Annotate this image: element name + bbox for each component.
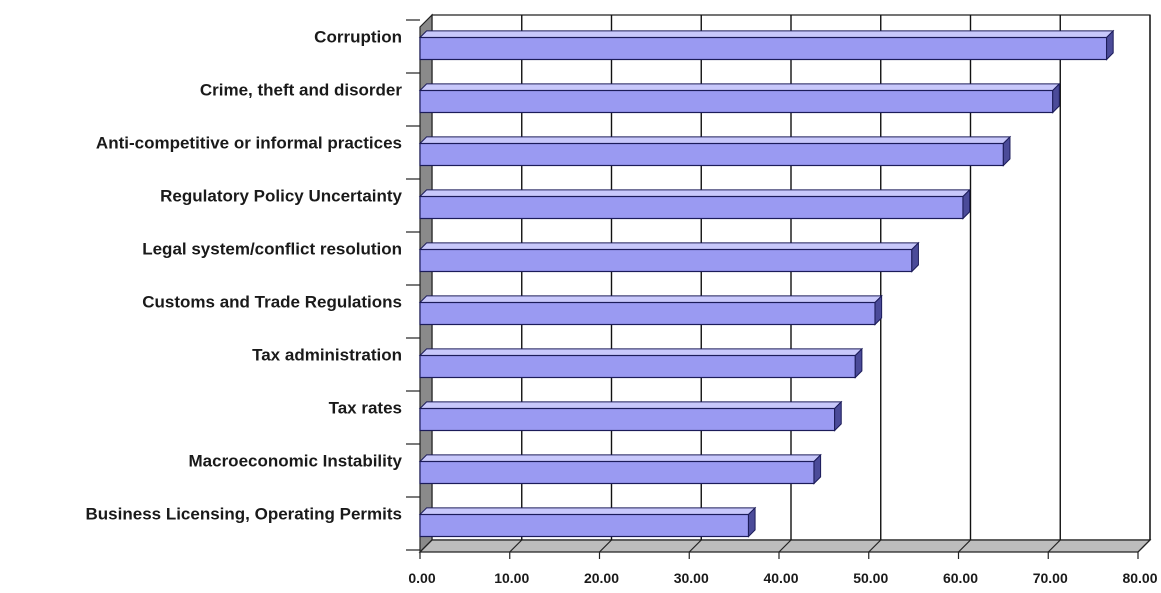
category-label: Legal system/conflict resolution <box>142 240 402 259</box>
x-tick-label: 20.00 <box>584 570 619 586</box>
x-tick-label: 70.00 <box>1033 570 1068 586</box>
x-tick-label: 80.00 <box>1122 570 1157 586</box>
floor-gridline <box>509 539 523 553</box>
bar-side-face <box>962 188 971 220</box>
bar-front-face <box>419 195 964 220</box>
bar-side-face <box>1106 29 1114 61</box>
bar-front-face <box>419 460 815 485</box>
bar-front-face <box>419 142 1004 167</box>
bar-front-face <box>419 407 836 432</box>
category-label: Business Licensing, Operating Permits <box>86 505 402 524</box>
floor-gridline <box>1137 539 1151 553</box>
bar-side-face <box>1002 135 1011 167</box>
bar-side-face <box>747 506 756 538</box>
bar-top-face <box>418 507 757 515</box>
x-tick-label: 30.00 <box>674 570 709 586</box>
bar <box>418 453 822 485</box>
bar <box>418 294 883 326</box>
bar-top-face <box>418 136 1012 144</box>
bar-front-face <box>419 89 1054 114</box>
bar-side-face <box>813 453 822 485</box>
bar <box>418 29 1115 61</box>
floor-gridline <box>778 539 792 553</box>
bar-front-face <box>419 301 876 326</box>
bar <box>418 135 1012 167</box>
bar-front-face <box>419 248 913 273</box>
category-label: Customs and Trade Regulations <box>142 293 402 312</box>
category-label: Crime, theft and disorder <box>200 81 403 100</box>
bar <box>418 241 920 273</box>
bar-side-face <box>911 241 919 273</box>
x-tick-label: 50.00 <box>853 570 888 586</box>
bar-front-face <box>419 513 750 538</box>
bar-top-face <box>418 295 883 303</box>
bar-top-face <box>418 401 843 409</box>
bar-side-face <box>834 400 842 432</box>
bar <box>418 506 757 538</box>
x-tick-label: 60.00 <box>943 570 978 586</box>
bar-top-face <box>418 189 971 197</box>
category-labels: Corruption Crime, theft and disorder Anti-… <box>86 28 403 524</box>
bar-side-face <box>854 347 863 379</box>
floor-gridline <box>868 539 882 553</box>
floor-gridline <box>958 539 971 553</box>
bar-side-face <box>1052 82 1060 114</box>
bar-top-face <box>418 242 920 250</box>
floor-gridline <box>419 539 433 553</box>
bar <box>418 347 864 379</box>
category-label: Anti-competitive or informal practices <box>96 134 402 153</box>
bar-top-face <box>418 30 1115 38</box>
bar-front-face <box>419 36 1108 61</box>
bar <box>418 82 1061 114</box>
category-label: Macroeconomic Instability <box>189 452 403 471</box>
bar <box>418 400 843 432</box>
bar-top-face <box>418 83 1061 91</box>
bar-front-face <box>419 354 856 379</box>
x-tick-labels: 0.00 10.00 20.00 30.00 40.00 50.00 60.00 70.00 8… <box>408 570 1157 586</box>
category-label: Regulatory Policy Uncertainty <box>160 187 402 206</box>
category-label: Tax rates <box>329 399 402 418</box>
category-label: Corruption <box>314 28 402 47</box>
floor-gridline <box>688 539 702 553</box>
category-label: Tax administration <box>252 346 402 365</box>
bar-top-face <box>418 348 864 356</box>
x-tick-label: 10.00 <box>494 570 529 586</box>
bar-side-face <box>874 294 883 326</box>
bars <box>418 29 1115 538</box>
floor-gridline <box>599 539 612 553</box>
x-tick-label: 40.00 <box>763 570 798 586</box>
bar-top-face <box>418 454 822 462</box>
bar <box>418 188 971 220</box>
floor-gridline <box>1047 539 1061 553</box>
x-tick-label: 0.00 <box>408 570 435 586</box>
